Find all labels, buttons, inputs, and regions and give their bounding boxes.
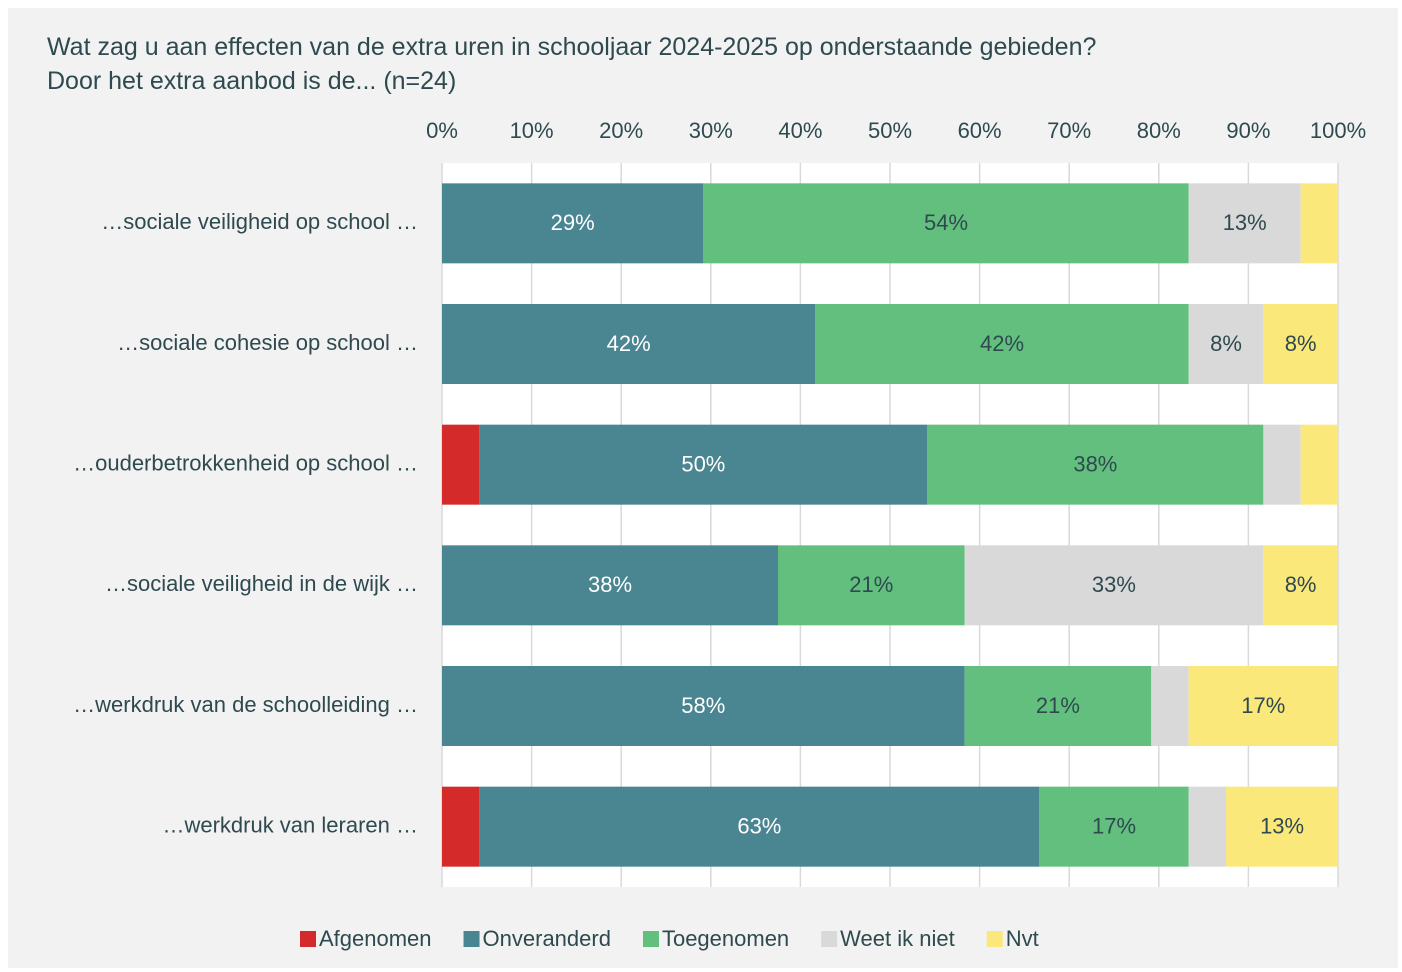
bar-segment bbox=[927, 424, 1264, 505]
x-tick-label: 80% bbox=[1137, 118, 1181, 143]
data-label: 17% bbox=[1092, 813, 1136, 838]
chart-title: Wat zag u aan effecten van de extra uren… bbox=[47, 33, 1097, 95]
x-tick-label: 90% bbox=[1226, 118, 1270, 143]
x-tick-label: 40% bbox=[778, 118, 822, 143]
data-label: 8% bbox=[1285, 572, 1317, 597]
x-tick-label: 10% bbox=[510, 118, 554, 143]
bar-segment bbox=[1151, 666, 1189, 746]
bar-segment bbox=[964, 545, 1264, 626]
data-label: 8% bbox=[1285, 331, 1317, 356]
data-label: 58% bbox=[681, 693, 725, 718]
data-label: 63% bbox=[737, 813, 781, 838]
bar-segment bbox=[442, 666, 965, 746]
category-label: …sociale cohesie op school … bbox=[117, 330, 418, 355]
x-tick-label: 70% bbox=[1047, 118, 1091, 143]
legend-swatch bbox=[986, 931, 1003, 947]
bar-segment bbox=[479, 786, 1040, 867]
bar-segment bbox=[778, 545, 965, 626]
bar-segment bbox=[1300, 424, 1339, 505]
bar-segment bbox=[442, 304, 816, 384]
bar-segment bbox=[442, 545, 778, 626]
legend-swatch bbox=[300, 931, 316, 947]
data-label: 50% bbox=[681, 451, 725, 476]
legend-label: Nvt bbox=[1006, 926, 1039, 951]
bar-segment bbox=[1039, 786, 1189, 867]
bar-segment bbox=[442, 183, 704, 264]
legend-label: Afgenomen bbox=[319, 926, 432, 951]
data-label: 13% bbox=[1260, 813, 1304, 838]
bar-segment bbox=[1188, 666, 1338, 746]
category-label: …ouderbetrokkenheid op school … bbox=[73, 450, 418, 475]
bar-segment bbox=[442, 424, 480, 505]
bar-segment bbox=[1300, 183, 1339, 264]
data-label: 21% bbox=[1036, 693, 1080, 718]
bar-segment bbox=[1263, 545, 1338, 626]
x-tick-label: 100% bbox=[1310, 118, 1366, 143]
bar-segment bbox=[703, 183, 1189, 264]
x-tick-label: 60% bbox=[958, 118, 1002, 143]
data-label: 13% bbox=[1223, 210, 1267, 235]
x-tick-label: 30% bbox=[689, 118, 733, 143]
bar-segment bbox=[442, 786, 480, 867]
legend-label: Toegenomen bbox=[662, 926, 789, 951]
x-tick-label: 50% bbox=[868, 118, 912, 143]
category-label: …werkdruk van de schoolleiding … bbox=[73, 692, 418, 717]
bar-segment bbox=[1263, 304, 1338, 384]
bar-segment bbox=[964, 666, 1152, 746]
legend-label: Onveranderd bbox=[483, 926, 611, 951]
data-label: 17% bbox=[1241, 693, 1285, 718]
bar-segment bbox=[1188, 183, 1301, 264]
data-label: 21% bbox=[849, 572, 893, 597]
data-label: 8% bbox=[1210, 331, 1242, 356]
data-label: 54% bbox=[924, 210, 968, 235]
legend-label: Weet ik niet bbox=[840, 926, 955, 951]
category-label: …werkdruk van leraren … bbox=[162, 812, 418, 837]
data-label: 38% bbox=[1073, 451, 1117, 476]
x-tick-label: 20% bbox=[599, 118, 643, 143]
legend-swatch bbox=[463, 931, 480, 947]
legend-swatch bbox=[642, 931, 659, 947]
data-label: 42% bbox=[980, 331, 1024, 356]
data-label: 38% bbox=[588, 572, 632, 597]
bar-segment bbox=[1188, 304, 1264, 384]
bar-segment bbox=[479, 424, 928, 505]
legend-swatch bbox=[821, 931, 838, 947]
category-label: …sociale veiligheid op school … bbox=[101, 209, 418, 234]
bar-segment bbox=[1226, 786, 1339, 867]
bar-segment bbox=[1188, 786, 1227, 867]
bar-segment bbox=[815, 304, 1189, 384]
data-label: 29% bbox=[551, 210, 595, 235]
data-label: 42% bbox=[607, 331, 651, 356]
data-label: 33% bbox=[1092, 572, 1136, 597]
category-label: …sociale veiligheid in de wijk … bbox=[105, 571, 418, 596]
bar-segment bbox=[1263, 424, 1301, 505]
x-tick-label: 0% bbox=[426, 118, 458, 143]
